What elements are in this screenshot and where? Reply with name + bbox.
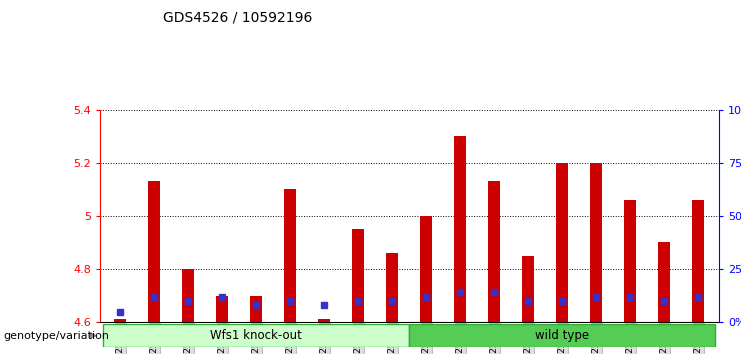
Bar	[692, 200, 705, 322]
Bar	[488, 182, 500, 322]
Bar	[591, 163, 602, 322]
Bar	[409, 324, 715, 347]
Text: genotype/variation: genotype/variation	[4, 331, 110, 341]
Bar	[285, 189, 296, 322]
Text: GDS4526 / 10592196: GDS4526 / 10592196	[163, 11, 313, 25]
Bar	[182, 269, 194, 322]
Text: Wfs1 knock-out: Wfs1 knock-out	[210, 329, 302, 342]
Text: wild type: wild type	[535, 329, 589, 342]
Bar	[454, 136, 466, 322]
Bar	[353, 229, 365, 322]
Bar	[319, 320, 330, 322]
Bar	[625, 200, 637, 322]
Bar	[104, 324, 409, 347]
Bar	[114, 320, 127, 322]
Bar	[556, 163, 568, 322]
Bar	[250, 296, 262, 322]
Bar	[148, 182, 160, 322]
Bar	[420, 216, 432, 322]
Bar	[387, 253, 399, 322]
Bar	[522, 256, 534, 322]
Bar	[659, 242, 671, 322]
Bar	[216, 296, 228, 322]
